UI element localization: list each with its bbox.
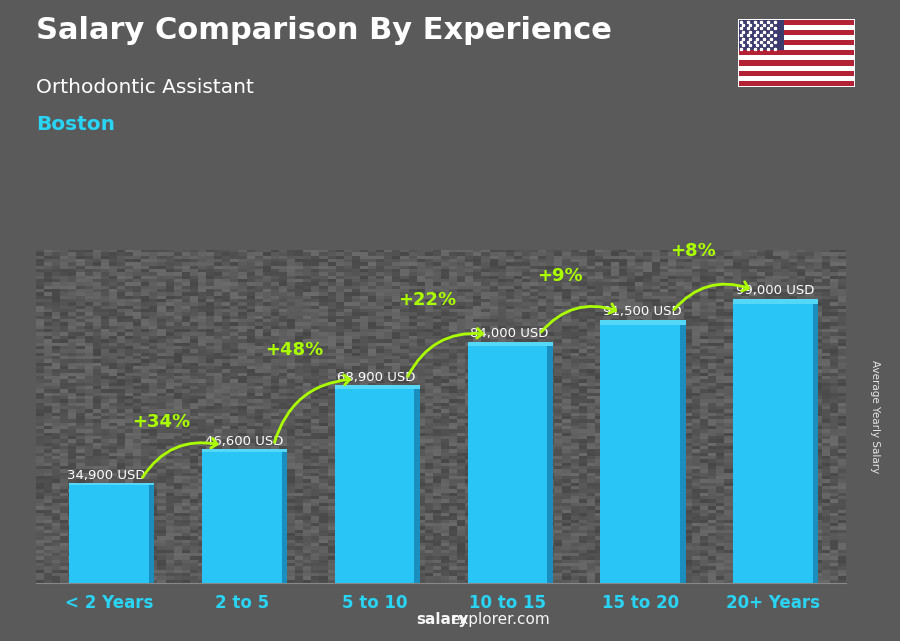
Text: Salary Comparison By Experience: Salary Comparison By Experience <box>36 16 612 45</box>
Bar <box>468 342 553 346</box>
Text: Boston: Boston <box>36 115 115 135</box>
Bar <box>739 71 854 76</box>
Text: +48%: +48% <box>266 340 323 358</box>
Bar <box>69 485 148 583</box>
Bar <box>739 35 854 40</box>
Text: +8%: +8% <box>670 242 716 260</box>
Bar <box>739 46 854 51</box>
Text: 99,000 USD: 99,000 USD <box>736 284 814 297</box>
Text: 46,600 USD: 46,600 USD <box>204 435 283 449</box>
Bar <box>69 483 155 485</box>
Bar <box>739 30 854 35</box>
Text: Average Yearly Salary: Average Yearly Salary <box>869 360 880 473</box>
Bar <box>739 65 854 71</box>
Bar <box>600 320 686 325</box>
Bar <box>734 299 818 304</box>
Bar <box>739 51 854 55</box>
Bar <box>813 304 818 583</box>
Bar <box>547 346 553 583</box>
Bar <box>680 325 686 583</box>
Bar <box>739 76 854 81</box>
Text: 68,900 USD: 68,900 USD <box>338 371 416 384</box>
Bar <box>739 20 784 51</box>
Bar <box>468 346 547 583</box>
Text: 34,900 USD: 34,900 USD <box>67 469 145 482</box>
Text: salary: salary <box>417 612 469 627</box>
Bar <box>335 388 414 583</box>
Bar <box>202 449 287 452</box>
Bar <box>739 40 854 46</box>
Bar <box>335 385 420 388</box>
Text: 91,500 USD: 91,500 USD <box>603 305 681 319</box>
Bar <box>739 20 854 25</box>
Bar <box>739 55 854 60</box>
Bar <box>282 452 287 583</box>
Text: +34%: +34% <box>132 413 191 431</box>
Text: 84,000 USD: 84,000 USD <box>470 327 549 340</box>
Bar <box>739 60 854 65</box>
Bar <box>734 304 813 583</box>
Bar <box>414 388 420 583</box>
Bar <box>739 81 854 86</box>
Bar <box>148 485 155 583</box>
Bar <box>600 325 680 583</box>
Bar <box>202 452 282 583</box>
Text: Orthodontic Assistant: Orthodontic Assistant <box>36 78 254 97</box>
Text: explorer.com: explorer.com <box>450 612 550 627</box>
Bar <box>739 25 854 30</box>
Text: +9%: +9% <box>537 267 582 285</box>
Text: +22%: +22% <box>398 291 456 309</box>
